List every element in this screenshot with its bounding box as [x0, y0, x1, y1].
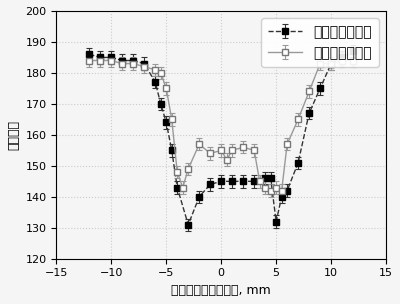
X-axis label: 距离焊缝中心的距离, mm: 距离焊缝中心的距离, mm	[171, 284, 271, 297]
Y-axis label: 维氏硬度: 维氏硬度	[7, 120, 20, 150]
Legend: 未经本发明处理, 经过本发明处理: 未经本发明处理, 经过本发明处理	[261, 18, 379, 67]
